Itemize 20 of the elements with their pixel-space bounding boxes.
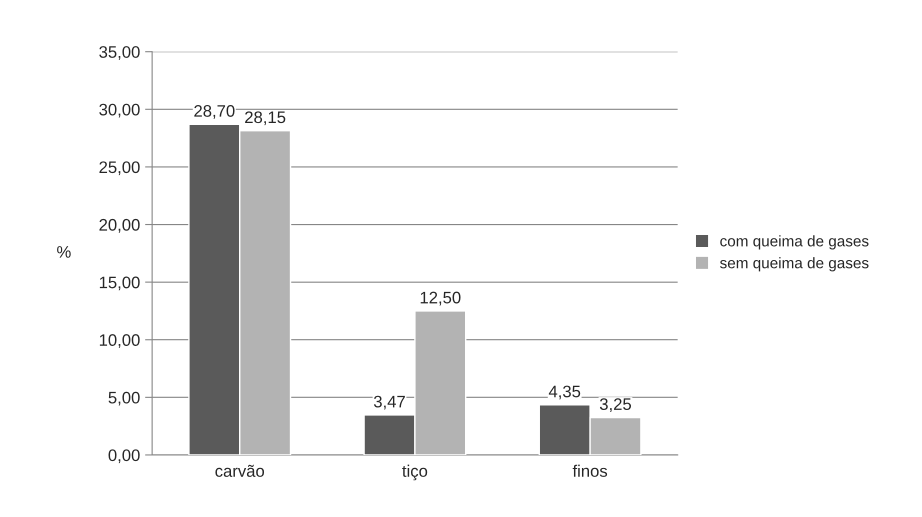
data-label: 3,25 xyxy=(600,398,632,412)
y-tick-label: 15,00 xyxy=(100,276,140,290)
x-tick-label: carvão xyxy=(215,464,264,477)
y-axis-title: % xyxy=(57,246,71,258)
y-tick-label: 30,00 xyxy=(99,104,140,118)
data-label: 28,70 xyxy=(194,105,235,119)
y-tick-label: 5,00 xyxy=(108,392,140,406)
legend-label: sem queima de gases xyxy=(720,257,869,272)
data-label: 4,35 xyxy=(548,386,580,400)
y-tick-label: 25,00 xyxy=(99,161,140,176)
data-label: 3,47 xyxy=(374,396,405,410)
x-tick-label: tiço xyxy=(402,464,428,480)
y-tick-label: 35,00 xyxy=(99,46,140,60)
data-label: 28,15 xyxy=(245,111,286,126)
y-tick-label: 10,00 xyxy=(100,334,140,348)
data-label: 12,50 xyxy=(420,292,461,306)
legend-label: com queima de gases xyxy=(720,235,869,250)
y-tick-label: 20,00 xyxy=(99,218,140,233)
x-tick-label: finos xyxy=(572,464,608,477)
y-tick-label: 0,00 xyxy=(108,449,140,464)
